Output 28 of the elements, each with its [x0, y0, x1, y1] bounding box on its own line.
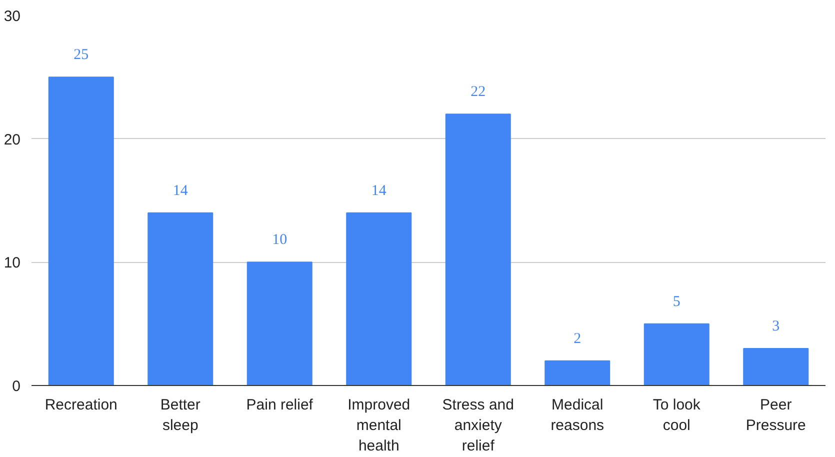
data-label: 5: [672, 294, 680, 310]
bar: [644, 323, 710, 386]
data-label: 2: [574, 330, 582, 347]
y-tick-label: 10: [4, 254, 21, 272]
x-tick-label: Better sleep: [160, 396, 200, 434]
y-tick-label: 30: [4, 8, 21, 25]
data-label: 14: [172, 182, 188, 199]
data-label: 22: [470, 84, 486, 100]
x-tick-label: Recreation: [44, 396, 118, 414]
x-tick-label: Pain relief: [246, 396, 314, 414]
x-tick-label: Stress and anxiety relief: [442, 396, 514, 454]
y-tick-label: 20: [4, 131, 21, 148]
bar: [48, 76, 114, 386]
y-tick-label: 0: [12, 378, 20, 395]
data-label: 3: [772, 318, 780, 334]
bar: [743, 348, 809, 386]
x-tick-label: Medical reasons: [550, 396, 604, 434]
data-label: 10: [272, 232, 288, 248]
bar: [346, 212, 412, 386]
data-label: 14: [371, 182, 387, 199]
bar: [544, 360, 610, 386]
bar: [445, 114, 511, 386]
x-tick-label: Peer Pressure: [746, 396, 806, 434]
x-tick-label: To look cool: [652, 396, 701, 434]
data-label: 25: [74, 47, 89, 64]
bar: [148, 212, 214, 386]
bar: [246, 262, 312, 386]
x-tick-label: Improved mental health: [348, 396, 410, 454]
